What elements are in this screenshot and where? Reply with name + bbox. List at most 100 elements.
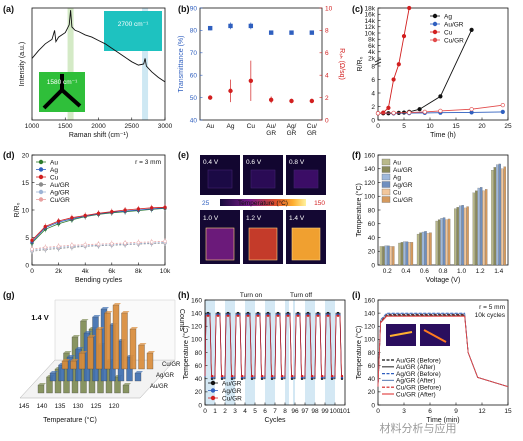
inset-map-2700: [104, 11, 162, 51]
highlight-band: [142, 8, 149, 120]
legend-swatch: [381, 181, 391, 188]
x-tick-label: 97: [301, 408, 309, 415]
y-tick-label: 160: [191, 297, 202, 304]
bar: [384, 245, 388, 266]
legend-swatch-marker: [432, 13, 438, 19]
y-tick-label: 120: [364, 180, 375, 187]
bar: [498, 163, 501, 266]
y2-tick-label: 4: [325, 73, 329, 80]
y-axis-label: R/R₀: [357, 56, 364, 71]
legend-swatch-marker: [38, 182, 44, 187]
x-tick-label: 10k: [160, 268, 171, 275]
x-axis-label: Temperature (°C): [43, 416, 97, 424]
bar: [387, 245, 390, 266]
bar: [463, 207, 467, 266]
histogram-bar-top: [138, 343, 147, 345]
x-tick-label: 5: [253, 408, 257, 415]
thermal-voltage-label: 0.4 V: [203, 159, 219, 166]
histogram-bar-top: [75, 347, 84, 349]
bar: [424, 231, 427, 266]
y-tick-label: 50: [190, 95, 198, 102]
x-category-label: 0.6: [420, 268, 429, 275]
bar: [403, 241, 406, 266]
raman-spectrum-line: [31, 10, 166, 83]
x-tick-label: 15: [504, 408, 512, 415]
histogram-bar: [122, 384, 130, 394]
histogram-bar: [70, 360, 77, 370]
series-point: [500, 103, 505, 108]
panel-label: (d): [3, 150, 15, 160]
histogram-bar: [138, 344, 145, 370]
y-tick-label: 120: [364, 324, 375, 331]
heating-curve: [377, 316, 509, 388]
annotation-turn-off: Turn off: [290, 292, 312, 299]
bar: [461, 205, 464, 266]
x-tick-label: 145: [19, 403, 30, 410]
x-tick-label: 2: [223, 408, 227, 415]
transmittance-point: [309, 30, 315, 35]
cycle-point: [270, 374, 274, 378]
bar: [503, 166, 506, 266]
cycle-point: [306, 314, 310, 317]
thermal-voltage-label: 1.4 V: [289, 215, 305, 222]
panel-f: (f) 0 20 40 60 80 100 120 140 160 0.2 0.4 0.6 0.8 1.0 1…: [352, 150, 509, 284]
legend-label: Cu/GR (After): [396, 391, 436, 398]
legend-swatch-marker: [432, 29, 438, 35]
legend-label: Au/GR (Before): [396, 357, 441, 364]
histogram-bar-top: [130, 327, 138, 329]
panel-g: (g) Au/GR Ag/GR Cu/GR 145 140 135 130 125 120 Temp…: [3, 290, 185, 424]
x-tick-label: 15: [452, 123, 460, 130]
rsh-point: [309, 98, 315, 104]
y-tick-label: 60: [368, 363, 376, 370]
cycle-point: [216, 314, 220, 317]
legend-swatch: [381, 166, 391, 173]
x-tick-label: 6: [263, 408, 267, 415]
x-category-label: 0.2: [383, 268, 392, 275]
x-axis-label: Bending cycles: [75, 277, 123, 284]
series-point: [56, 244, 61, 249]
annotation-radius: r = 3 mm: [135, 159, 161, 166]
legend-swatch-marker: [38, 197, 44, 202]
panel-label: (i): [352, 290, 361, 300]
series-point: [438, 94, 443, 99]
cycle-point: [266, 314, 270, 317]
transmittance-point: [207, 25, 213, 31]
bar: [435, 220, 438, 266]
cycle-point: [210, 374, 214, 378]
bar: [382, 246, 385, 266]
y-tick-label: 4k: [368, 49, 376, 56]
thermal-colorbar: [220, 199, 306, 206]
bar: [426, 233, 430, 266]
cycle-point: [340, 374, 344, 378]
histogram-bar-top: [104, 311, 113, 313]
y-tick-label: 160: [364, 152, 375, 159]
series-point: [396, 62, 401, 67]
thermal-sample: [293, 169, 319, 189]
cycle-point: [286, 314, 290, 317]
legend-label: Au/GR (After): [396, 364, 435, 371]
cycle-point: [236, 314, 240, 317]
colorbar-min-label: 25: [202, 200, 210, 207]
x-tick-label: 0: [203, 408, 207, 415]
y2-tick-label: 10: [325, 5, 333, 12]
bar: [480, 187, 483, 266]
heating-phase-band: [265, 300, 275, 405]
plot-frame: [199, 7, 323, 121]
y-tick-label: 4: [371, 90, 375, 97]
y-tick-label: 8k: [368, 37, 376, 44]
cycle-point: [336, 314, 340, 317]
y-tick-label: 5: [25, 235, 29, 242]
histogram-bar: [121, 312, 128, 370]
panel-label: (a): [3, 4, 14, 14]
bar: [456, 207, 459, 266]
histogram-bar: [95, 328, 103, 370]
series-point: [438, 108, 443, 113]
panel-i: (i) 0 3 6 9 12 15 0 20 40 60 80 100 120 140 160 r = 5 mm…: [352, 290, 512, 424]
bar: [493, 167, 497, 266]
heating-phase-band: [205, 300, 215, 405]
histogram-bar-top: [62, 359, 70, 361]
rsh-point: [207, 95, 213, 100]
cycle-point: [290, 374, 294, 378]
legend-label: Au/GR: [222, 380, 242, 387]
cycle-point: [330, 374, 334, 378]
